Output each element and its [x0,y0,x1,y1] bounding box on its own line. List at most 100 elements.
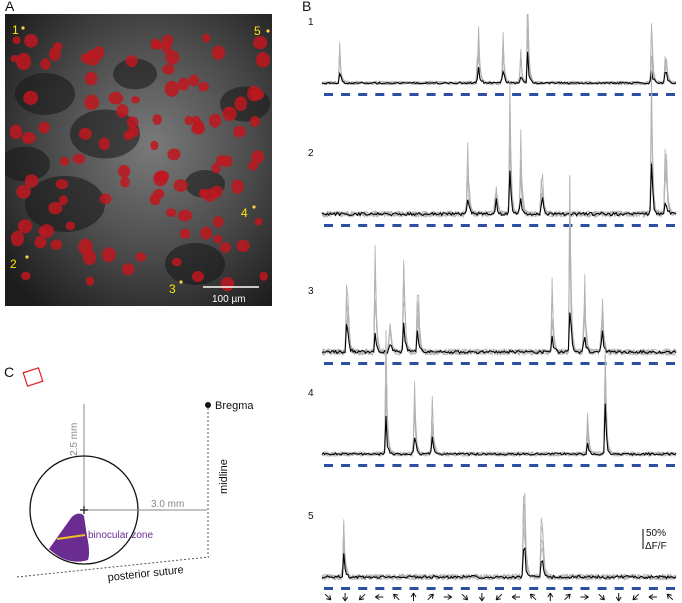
labeled-cell-markers [21,26,270,284]
stimulus-marker [529,224,539,227]
stimulus-marker [375,362,385,365]
stimulus-marker [648,224,658,227]
roi-cell [116,104,129,118]
stimulus-marker [563,362,573,365]
roi-cell [125,55,138,67]
trial-trace [321,514,677,581]
trial-trace [321,329,677,458]
stimulus-marker [460,362,470,365]
direction-arrow-icon [427,593,434,601]
roi-cell [108,91,124,105]
roi-cell [121,263,135,276]
trace-row-2: 2 [308,69,677,227]
panel-label-a: A [5,0,15,14]
roi-cell [192,271,204,282]
cell-label-5: 5 [254,24,261,38]
trace-row-label: 2 [308,148,314,159]
bregma-label: Bregma [215,400,254,412]
roi-cell [164,80,180,97]
stimulus-marker [529,464,539,467]
stimulus-marker [460,224,470,227]
trial-trace [321,112,677,219]
roi-cell [200,226,213,240]
roi-cell [39,224,54,238]
roi-cell [118,164,131,178]
direction-arrow-icon [410,592,417,601]
stimulus-marker [631,464,641,467]
roi-cell [259,271,268,281]
cell-marker [25,255,29,259]
roi-cell [126,116,139,129]
stimulus-marker [443,362,453,365]
roi-cell [211,162,222,174]
stimulus-marker [666,93,675,96]
roi-cell [220,277,235,292]
roi-cell [38,121,50,134]
scale-bar-unit: ΔF/F [645,541,667,552]
roi-cell [12,36,21,44]
stimulus-marker [580,224,590,227]
stimulus-marker [358,587,368,590]
direction-arrow-icon [358,593,366,601]
roi-cell [219,242,231,253]
stimulus-marker [597,464,607,467]
roi-cell [188,74,200,87]
stimulus-marker [495,362,504,365]
stimulus-marker [358,224,368,227]
roi-cell [16,52,31,71]
roi-cell [251,150,265,164]
roi-cell [256,52,270,68]
mean-trace [321,312,677,355]
trace-row-3: 3 [308,175,677,365]
stimulus-marker [409,362,419,365]
roi-cell [10,54,19,63]
roi-cell [135,252,147,262]
stimulus-marker [648,464,658,467]
stimulus-marker [341,224,351,227]
vessel-shadow [70,109,140,159]
cell-label-2: 2 [10,257,17,271]
stimulus-marker [648,587,658,590]
stimulus-marker [648,362,658,365]
stimulus-marker [597,587,607,590]
vertical-distance-label: 2.5 mm [69,423,80,456]
roi-cell [161,42,172,54]
stimulus-marker [443,587,453,590]
stimulus-marker [375,93,385,96]
direction-arrow-icon [632,593,639,601]
roi-cell [99,193,112,205]
trial-trace [321,35,677,86]
direction-arrow-icon [648,594,657,600]
stimulus-marker [614,362,624,365]
stimulus-marker [341,362,351,365]
stimulus-marker [477,93,487,96]
stimulus-marker [358,464,368,467]
roi-cell [222,106,237,122]
trial-trace [321,175,677,357]
roi-cell [18,219,33,234]
mean-trace [321,546,677,580]
trace-row-label: 3 [308,286,314,297]
direction-arrow-icon [529,593,537,601]
trial-trace [321,493,677,582]
mean-trace [321,163,677,217]
trial-trace [321,88,677,219]
roi-cell [153,170,168,187]
trial-trace [321,526,677,581]
roi-cell [216,155,227,166]
mean-trace [321,51,677,85]
trace-row-label: 5 [308,511,314,522]
roi-cell [177,77,190,91]
stimulus-marker [324,464,333,467]
roi-cell [173,179,188,192]
roi-cell [150,140,159,151]
roi-cell [249,116,260,127]
roi-cell [48,47,62,61]
cell-marker [266,29,270,33]
stimulus-marker [495,464,504,467]
roi-cell [236,239,250,252]
roi-cell [213,234,223,244]
direction-arrow-icon [511,594,521,600]
stimulus-marker [426,93,436,96]
stimulus-marker [580,464,590,467]
